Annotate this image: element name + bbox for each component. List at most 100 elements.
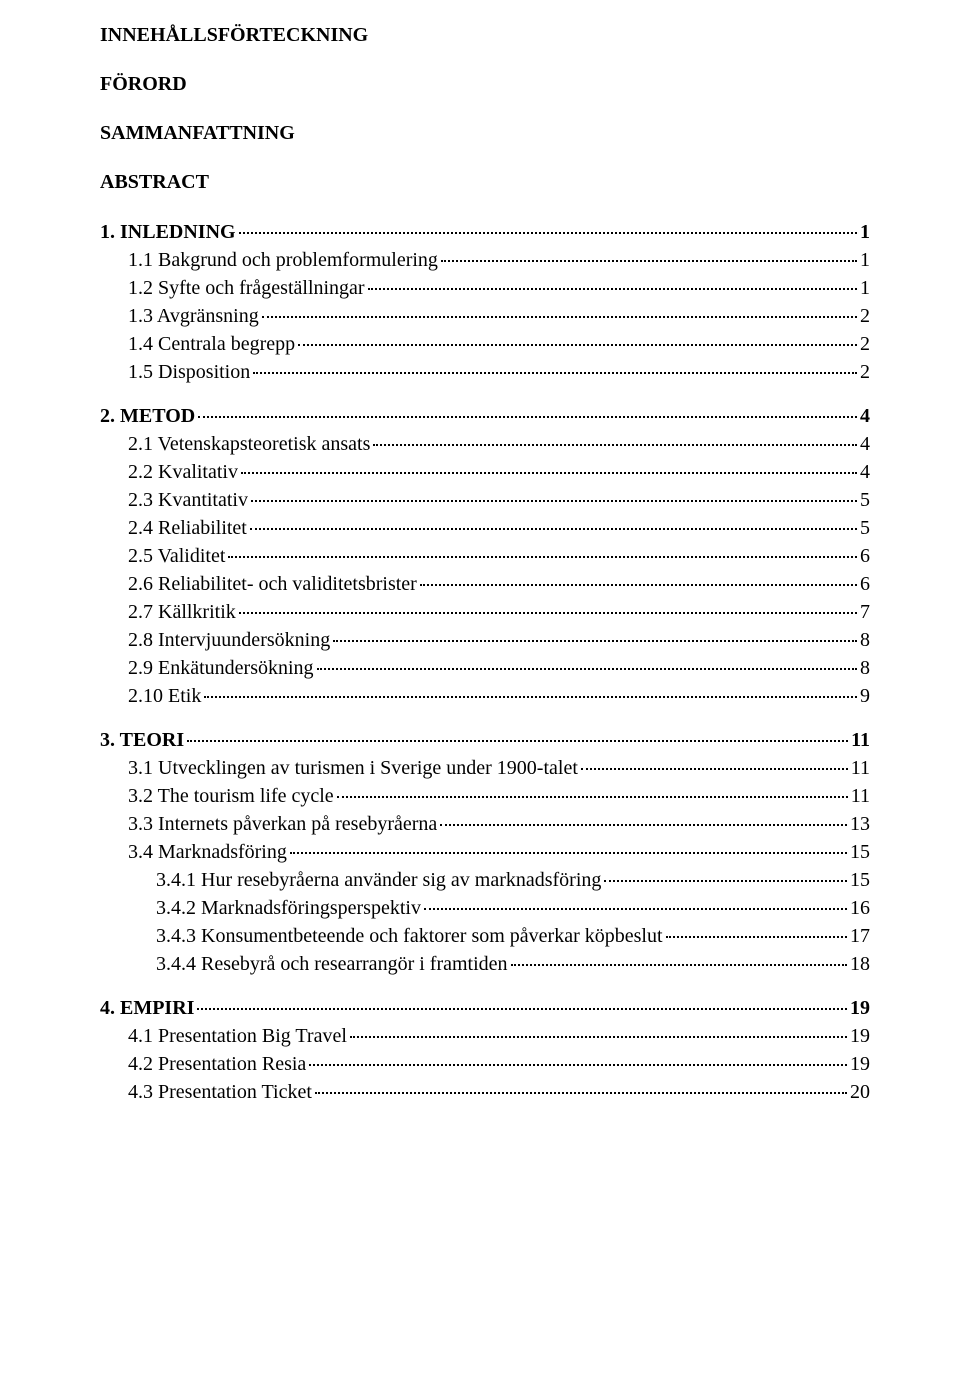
toc-entry: 2.6 Reliabilitet- och validitetsbrister6 — [100, 572, 870, 596]
toc-leader-dots — [581, 768, 848, 770]
toc-entry-page: 11 — [851, 728, 870, 752]
toc-leader-dots — [309, 1064, 847, 1066]
toc-entry-label: 2.3 Kvantitativ — [128, 488, 248, 512]
toc-entry: 3. TEORI 11 — [100, 728, 870, 752]
toc-leader-dots — [239, 232, 857, 234]
toc-entry-label: 2. METOD — [100, 404, 195, 428]
toc-leader-dots — [262, 316, 857, 318]
toc-entry-page: 19 — [850, 996, 870, 1020]
toc-entry-page: 2 — [860, 332, 870, 356]
toc-leader-dots — [604, 880, 847, 882]
toc-entry: 2.8 Intervjuundersökning 8 — [100, 628, 870, 652]
toc-entry-label: 1.2 Syfte och frågeställningar — [128, 276, 365, 300]
toc-entry: 4.3 Presentation Ticket20 — [100, 1080, 870, 1104]
toc-entry: 3.4 Marknadsföring 15 — [100, 840, 870, 864]
toc-entry-label: 3.4.4 Resebyrå och researrangör i framti… — [156, 952, 508, 976]
toc-entry-label: 3.4.2 Marknadsföringsperspektiv — [156, 896, 421, 920]
toc-entry-page: 19 — [850, 1052, 870, 1076]
toc-leader-dots — [315, 1092, 847, 1094]
toc-leader-dots — [250, 528, 857, 530]
toc-entry-label: 1.1 Bakgrund och problemformulering — [128, 248, 438, 272]
toc-entry: 1.3 Avgränsning 2 — [100, 304, 870, 328]
toc-entry-page: 11 — [851, 784, 870, 808]
toc-entry: 1. INLEDNING 1 — [100, 220, 870, 244]
toc-leader-dots — [251, 500, 857, 502]
toc-entry-page: 18 — [850, 952, 870, 976]
toc-entry: 2. METOD 4 — [100, 404, 870, 428]
toc-entry: 2.2 Kvalitativ 4 — [100, 460, 870, 484]
toc-entry: 3.4.4 Resebyrå och researrangör i framti… — [100, 952, 870, 976]
toc-entry: 2.5 Validitet 6 — [100, 544, 870, 568]
toc-entry: 1.5 Disposition 2 — [100, 360, 870, 384]
front-matter: FÖRORDSAMMANFATTNINGABSTRACT — [100, 73, 870, 194]
toc-entry-label: 2.2 Kvalitativ — [128, 460, 238, 484]
toc-leader-dots — [239, 612, 857, 614]
toc-entry-label: 4.2 Presentation Resia — [128, 1052, 306, 1076]
toc-entry: 3.1 Utvecklingen av turismen i Sverige u… — [100, 756, 870, 780]
toc-entry-page: 13 — [850, 812, 870, 836]
toc-leader-dots — [317, 668, 857, 670]
toc-entry-page: 1 — [860, 276, 870, 300]
toc-entry-label: 2.7 Källkritik — [128, 600, 236, 624]
toc-entry-page: 15 — [850, 840, 870, 864]
toc-entry: 3.4.1 Hur resebyråerna använder sig av m… — [100, 868, 870, 892]
toc-entry: 3.4.2 Marknadsföringsperspektiv 16 — [100, 896, 870, 920]
toc-entry-label: 2.8 Intervjuundersökning — [128, 628, 330, 652]
toc-entry: 4.1 Presentation Big Travel 19 — [100, 1024, 870, 1048]
toc-entry-page: 4 — [860, 404, 870, 428]
toc-entry-label: 2.5 Validitet — [128, 544, 225, 568]
toc-entry: 2.10 Etik9 — [100, 684, 870, 708]
toc-leader-dots — [241, 472, 857, 474]
toc-entry-page: 4 — [860, 460, 870, 484]
toc-entry-label: 2.10 Etik — [128, 684, 201, 708]
toc-leader-dots — [228, 556, 857, 558]
toc-entry: 4. EMPIRI19 — [100, 996, 870, 1020]
toc-entry-label: 3. TEORI — [100, 728, 184, 752]
toc-leader-dots — [440, 824, 847, 826]
toc-entry: 4.2 Presentation Resia 19 — [100, 1052, 870, 1076]
toc-entry-page: 1 — [860, 220, 870, 244]
toc-leader-dots — [298, 344, 857, 346]
toc-entry-label: 2.9 Enkätundersökning — [128, 656, 314, 680]
toc-leader-dots — [373, 444, 857, 446]
toc-leader-dots — [420, 584, 857, 586]
toc-entry-label: 3.4 Marknadsföring — [128, 840, 287, 864]
toc-entry: 1.4 Centrala begrepp2 — [100, 332, 870, 356]
front-matter-item: FÖRORD — [100, 73, 870, 96]
toc-entry-label: 3.3 Internets påverkan på resebyråerna — [128, 812, 437, 836]
toc-entry-label: 3.1 Utvecklingen av turismen i Sverige u… — [128, 756, 578, 780]
toc-leader-dots — [204, 696, 857, 698]
toc-leader-dots — [253, 372, 857, 374]
toc-entry-page: 6 — [860, 544, 870, 568]
toc-entry: 2.4 Reliabilitet 5 — [100, 516, 870, 540]
toc-entry: 3.2 The tourism life cycle 11 — [100, 784, 870, 808]
toc-entry-label: 2.6 Reliabilitet- och validitetsbrister — [128, 572, 417, 596]
toc-entry-label: 1.3 Avgränsning — [128, 304, 259, 328]
toc-entry-page: 8 — [860, 628, 870, 652]
toc-entry-page: 16 — [850, 896, 870, 920]
toc-leader-dots — [290, 852, 847, 854]
toc-leader-dots — [187, 740, 848, 742]
toc-entry: 1.2 Syfte och frågeställningar 1 — [100, 276, 870, 300]
toc-entry: 2.3 Kvantitativ 5 — [100, 488, 870, 512]
toc-entry-page: 7 — [860, 600, 870, 624]
toc-entry-label: 2.4 Reliabilitet — [128, 516, 247, 540]
toc-entry-page: 5 — [860, 516, 870, 540]
toc-entry-page: 4 — [860, 432, 870, 456]
toc-entry-label: 1.5 Disposition — [128, 360, 250, 384]
toc-entry-label: 3.4.3 Konsumentbeteende och faktorer som… — [156, 924, 663, 948]
toc-entry-label: 1. INLEDNING — [100, 220, 236, 244]
toc-entry-page: 5 — [860, 488, 870, 512]
toc-entry-label: 4.1 Presentation Big Travel — [128, 1024, 347, 1048]
toc-entry-label: 2.1 Vetenskapsteoretisk ansats — [128, 432, 370, 456]
toc-entry-page: 2 — [860, 304, 870, 328]
toc-entry-page: 19 — [850, 1024, 870, 1048]
toc-leader-dots — [424, 908, 847, 910]
toc-entry-page: 2 — [860, 360, 870, 384]
toc-entry-page: 8 — [860, 656, 870, 680]
toc-entry: 2.1 Vetenskapsteoretisk ansats 4 — [100, 432, 870, 456]
toc-list: 1. INLEDNING 1 1.1 Bakgrund och problemfor… — [100, 220, 870, 1104]
toc-entry-label: 3.2 The tourism life cycle — [128, 784, 334, 808]
toc-heading: INNEHÅLLSFÖRTECKNING — [100, 24, 870, 47]
toc-entry: 3.4.3 Konsumentbeteende och faktorer som… — [100, 924, 870, 948]
